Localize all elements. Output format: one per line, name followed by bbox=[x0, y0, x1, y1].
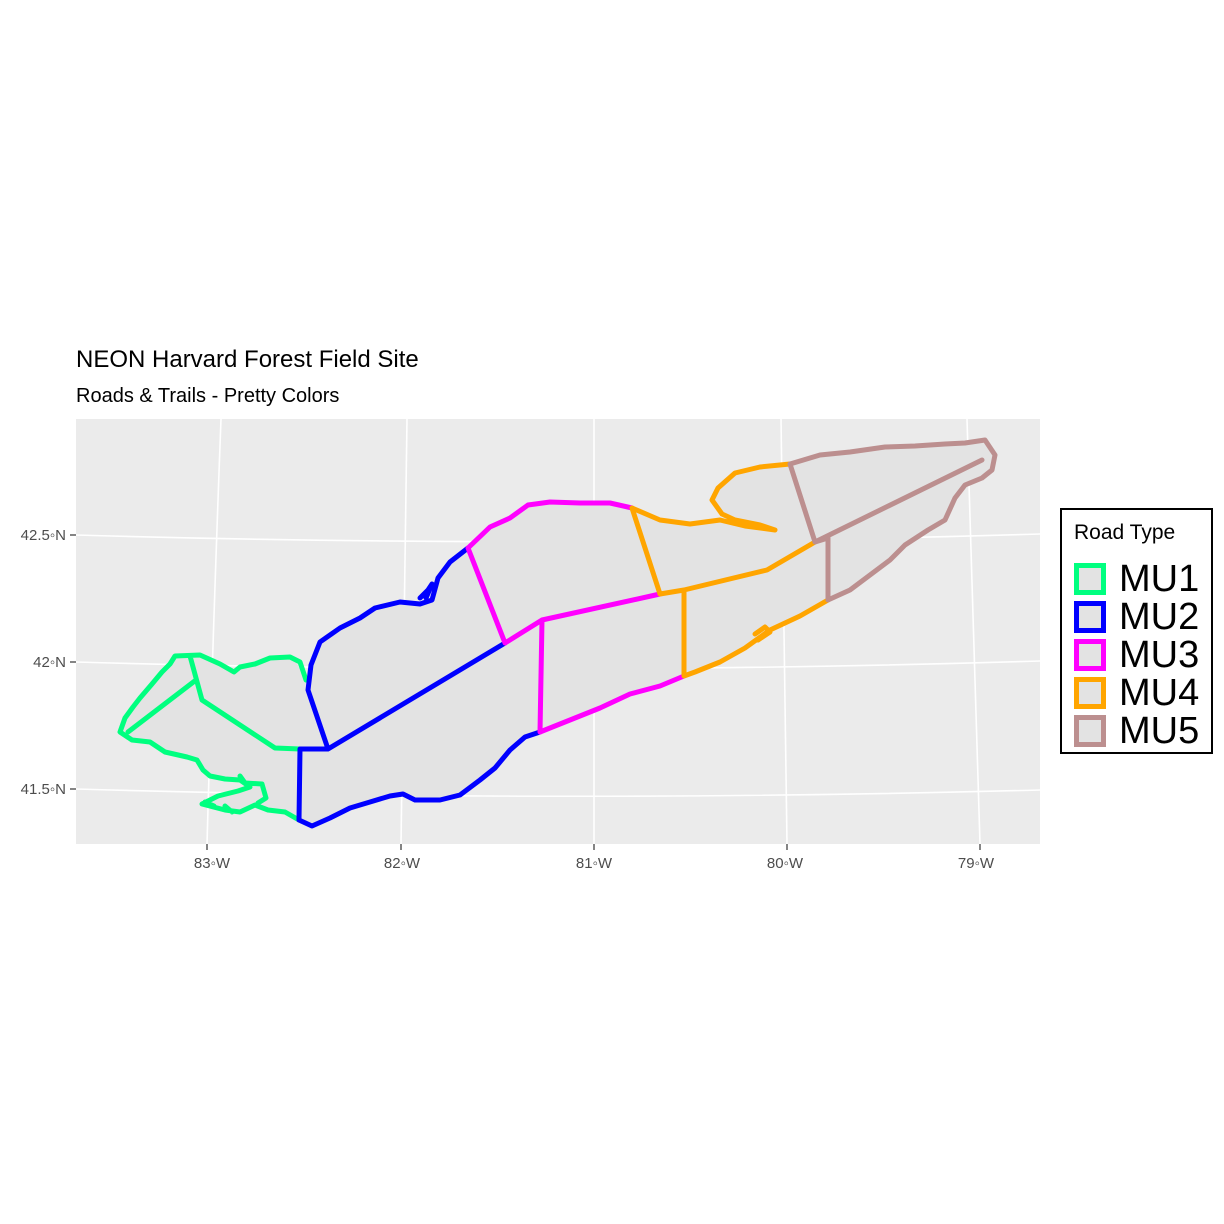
legend-label: MU1 bbox=[1119, 558, 1200, 600]
mu3-polygon bbox=[468, 502, 660, 643]
x-tick-label: 82◦W bbox=[384, 855, 421, 872]
gridline-lon-83 bbox=[206, 419, 222, 844]
legend-item-mu4: MU4 bbox=[1074, 674, 1209, 712]
legend-key-mu1 bbox=[1074, 563, 1106, 595]
mu4-polygon-south bbox=[684, 538, 828, 676]
mu4-boundary bbox=[629, 461, 831, 679]
legend-label: MU2 bbox=[1119, 596, 1200, 638]
legend-label: MU3 bbox=[1119, 634, 1200, 676]
legend-item-mu2: MU2 bbox=[1074, 598, 1209, 636]
legend-item-mu5: MU5 bbox=[1074, 712, 1209, 750]
x-tick-label: 79◦W bbox=[958, 855, 995, 872]
y-tick-label: 42◦N bbox=[33, 654, 66, 671]
mu4-polygon bbox=[632, 464, 815, 594]
x-tick-label: 83◦W bbox=[194, 855, 231, 872]
x-tick-label: 81◦W bbox=[576, 855, 613, 872]
mu2-polygon bbox=[299, 548, 542, 826]
mu1-boundary bbox=[117, 652, 309, 823]
management-units bbox=[120, 440, 995, 826]
x-tick-label: 80◦W bbox=[767, 855, 804, 872]
mu3-polygon-south bbox=[540, 590, 684, 732]
legend: Road Type MU1 MU2 MU3 MU4 MU5 bbox=[1060, 508, 1213, 754]
map-title: NEON Harvard Forest Field Site bbox=[76, 346, 419, 373]
y-tick-label: 41.5◦N bbox=[21, 781, 66, 798]
mu3-boundary bbox=[465, 499, 687, 735]
legend-label: MU5 bbox=[1119, 710, 1200, 752]
legend-title: Road Type bbox=[1074, 521, 1176, 544]
legend-key-mu5 bbox=[1074, 715, 1106, 747]
legend-label: MU4 bbox=[1119, 672, 1200, 714]
unit-boundaries bbox=[117, 437, 998, 829]
gridline-lat-41-5 bbox=[76, 788, 1040, 798]
legend-key-mu3 bbox=[1074, 639, 1106, 671]
x-axis-labels: 83◦W 82◦W 81◦W 80◦W 79◦W bbox=[194, 855, 995, 872]
legend-key-mu2 bbox=[1074, 601, 1106, 633]
legend-key-mu4 bbox=[1074, 677, 1106, 709]
mu2-boundary bbox=[296, 545, 543, 829]
y-axis-labels: 42.5◦N 42◦N 41.5◦N bbox=[21, 527, 66, 798]
axis-ticks bbox=[70, 534, 981, 850]
y-tick-label: 42.5◦N bbox=[21, 527, 66, 544]
map-subtitle: Roads & Trails - Pretty Colors bbox=[76, 385, 340, 407]
legend-item-mu1: MU1 bbox=[1074, 560, 1209, 598]
legend-item-mu3: MU3 bbox=[1074, 636, 1209, 674]
mu5-boundary bbox=[787, 437, 998, 603]
